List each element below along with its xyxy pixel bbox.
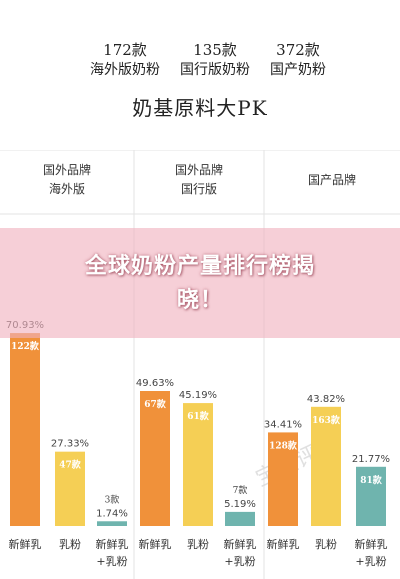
bar-percent-label: 21.77% xyxy=(352,454,390,465)
header-column-domestic-import: 135款 国行版奶粉 xyxy=(160,40,270,80)
banner-line: 晓！ xyxy=(176,288,223,313)
bar-count-label: 61款 xyxy=(187,410,210,422)
header-name: 国产奶粉 xyxy=(270,62,326,78)
category-label: 乳粉 xyxy=(187,538,209,551)
bar-percent-label: 49.63% xyxy=(136,378,174,389)
bar-teal xyxy=(97,521,127,526)
group-label: 海外版 xyxy=(49,181,85,196)
header-name: 海外版奶粉 xyxy=(90,62,160,78)
category-label: 新鲜乳 xyxy=(355,537,388,551)
group-label: 国行版 xyxy=(181,182,217,196)
category-label: 乳粉 xyxy=(59,538,81,551)
bar-percent-label: 43.82% xyxy=(307,394,345,405)
header-name: 国行版奶粉 xyxy=(180,62,250,78)
bar-count-label: 163款 xyxy=(312,414,341,426)
header-column-overseas: 172款 海外版奶粉 xyxy=(70,40,180,80)
bar-percent-label: 34.41% xyxy=(264,419,302,430)
header-count: 172款 xyxy=(103,41,147,59)
category-label: 新鲜乳 xyxy=(9,537,42,551)
overlay-banner-text: 全球奶粉产量排行榜揭 晓！ xyxy=(30,250,370,318)
group-label: 国外品牌 xyxy=(175,163,223,177)
overlay-banner xyxy=(0,228,400,338)
banner-line: 全球奶粉产量排行榜揭 xyxy=(84,254,315,279)
bar-chart: 宝宝评测国外品牌海外版70.93%122款新鲜乳27.33%47款乳粉1.74%… xyxy=(0,150,400,579)
bar-yellow xyxy=(55,451,85,526)
bar-count-label: 3款 xyxy=(105,493,120,505)
category-label: 新鲜乳 xyxy=(96,537,129,551)
category-label: +乳粉 xyxy=(224,555,255,568)
bar-percent-label: 1.74% xyxy=(96,508,128,519)
header-count: 135款 xyxy=(193,41,237,59)
chart-header: 172款 海外版奶粉 135款 国行版奶粉 372款 国产奶粉 奶基原料大PK xyxy=(0,0,400,150)
bar-count-label: 128款 xyxy=(269,439,298,451)
group-label: 国产品牌 xyxy=(308,173,356,187)
category-label: 新鲜乳 xyxy=(139,537,172,551)
bar-teal xyxy=(225,511,255,526)
group-label: 国外品牌 xyxy=(43,163,91,177)
category-label: 新鲜乳 xyxy=(224,537,257,551)
bar-orange xyxy=(140,391,170,526)
category-label: 乳粉 xyxy=(315,538,337,551)
header-count: 372款 xyxy=(276,41,320,59)
category-label: 新鲜乳 xyxy=(267,537,300,551)
bar-percent-label: 45.19% xyxy=(179,390,217,401)
bar-orange xyxy=(268,432,298,526)
header-column-domestic: 372款 国产奶粉 xyxy=(243,40,353,80)
bar-teal xyxy=(356,466,386,526)
bar-yellow xyxy=(183,403,213,526)
bar-orange xyxy=(10,333,40,526)
bar-percent-label: 5.19% xyxy=(224,499,256,510)
category-label: +乳粉 xyxy=(355,555,386,568)
bar-count-label: 81款 xyxy=(360,474,383,486)
bar-yellow xyxy=(311,406,341,526)
bar-count-label: 67款 xyxy=(144,398,167,410)
chart-title: 奶基原料大PK xyxy=(132,96,268,120)
bar-count-label: 47款 xyxy=(59,459,82,471)
bar-count-label: 7款 xyxy=(233,484,248,496)
bar-percent-label: 27.33% xyxy=(51,439,89,450)
category-label: +乳粉 xyxy=(96,555,127,568)
bar-count-label: 122款 xyxy=(11,340,40,352)
